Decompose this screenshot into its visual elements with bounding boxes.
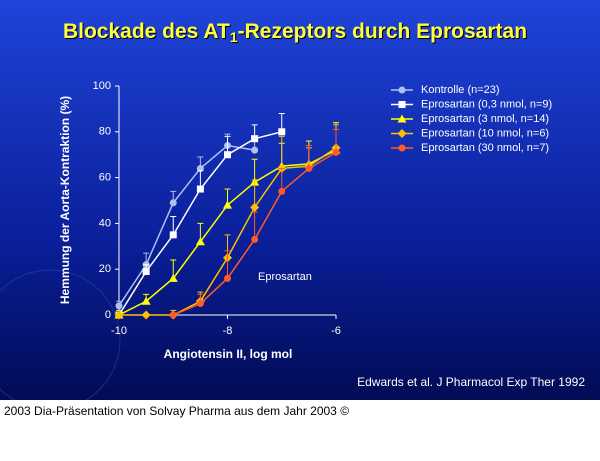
marker bbox=[114, 310, 124, 320]
legend-label: Eprosartan (30 nmol, n=7) bbox=[421, 142, 549, 154]
error-bar bbox=[278, 167, 285, 192]
slide: Blockade des AT1-Rezeptors durch Eprosar… bbox=[0, 0, 600, 400]
background bbox=[0, 0, 600, 400]
marker bbox=[223, 200, 232, 209]
marker bbox=[332, 148, 340, 156]
title-rest: -Rezeptors durch Eprosartan bbox=[238, 20, 527, 43]
marker bbox=[196, 300, 204, 308]
error-bar bbox=[278, 135, 285, 169]
legend-label: Eprosartan (10 nmol, n=6) bbox=[421, 127, 549, 139]
marker bbox=[398, 101, 406, 108]
marker bbox=[278, 187, 286, 195]
error-bar bbox=[251, 179, 258, 208]
marker bbox=[196, 164, 204, 172]
y-tick-label: 40 bbox=[99, 217, 111, 229]
y-tick-label: 60 bbox=[99, 172, 111, 184]
title-sub: 1 bbox=[230, 29, 238, 45]
citation: Edwards et al. J Pharmacol Exp Ther 1992 bbox=[357, 375, 585, 389]
marker bbox=[195, 237, 205, 246]
marker bbox=[278, 128, 286, 136]
marker bbox=[251, 146, 259, 154]
x-axis-label: Angiotensin II, log mol bbox=[164, 347, 293, 361]
y-tick-label: 0 bbox=[105, 309, 111, 321]
marker bbox=[250, 202, 260, 212]
legend-label: Eprosartan (3 nmol, n=14) bbox=[421, 113, 549, 125]
marker bbox=[168, 273, 178, 282]
error-bar bbox=[251, 211, 258, 240]
marker bbox=[141, 296, 151, 305]
chart-title: Blockade des AT1-Rezeptors durch Eprosar… bbox=[63, 20, 527, 45]
marker bbox=[141, 310, 151, 320]
marker bbox=[169, 311, 177, 319]
marker bbox=[224, 274, 231, 282]
marker bbox=[169, 231, 177, 239]
marker bbox=[251, 235, 259, 243]
y-tick-label: 100 bbox=[93, 80, 111, 92]
y-tick-label: 80 bbox=[99, 126, 111, 138]
marker bbox=[169, 199, 177, 207]
error-bar bbox=[224, 250, 231, 279]
footer: 2003 Dia-Präsentation von Solvay Pharma … bbox=[4, 404, 350, 418]
legend-label: Eprosartan (0,3 nmol, n=9) bbox=[421, 98, 552, 110]
y-axis-label: Hemmung der Aorta-Kontraktion (%) bbox=[58, 96, 72, 304]
marker bbox=[224, 151, 231, 159]
marker bbox=[305, 164, 313, 172]
marker bbox=[397, 129, 407, 138]
y-tick-label: 20 bbox=[99, 263, 111, 275]
annotation: Eprosartan bbox=[258, 271, 312, 283]
x-tick-label: -6 bbox=[331, 325, 341, 337]
marker bbox=[251, 135, 259, 143]
x-tick-label: -8 bbox=[223, 325, 233, 337]
marker bbox=[397, 114, 407, 123]
marker bbox=[142, 267, 150, 275]
series-line bbox=[118, 144, 255, 307]
title-main: Blockade des AT bbox=[63, 20, 230, 43]
decoration bbox=[0, 269, 121, 400]
x-tick-label: -10 bbox=[111, 325, 127, 337]
marker bbox=[398, 144, 406, 152]
error-bar bbox=[333, 129, 339, 153]
marker bbox=[196, 185, 204, 193]
marker bbox=[398, 86, 406, 94]
legend-label: Kontrolle (n=23) bbox=[421, 84, 500, 96]
error-bar bbox=[305, 145, 312, 169]
marker bbox=[115, 302, 123, 310]
